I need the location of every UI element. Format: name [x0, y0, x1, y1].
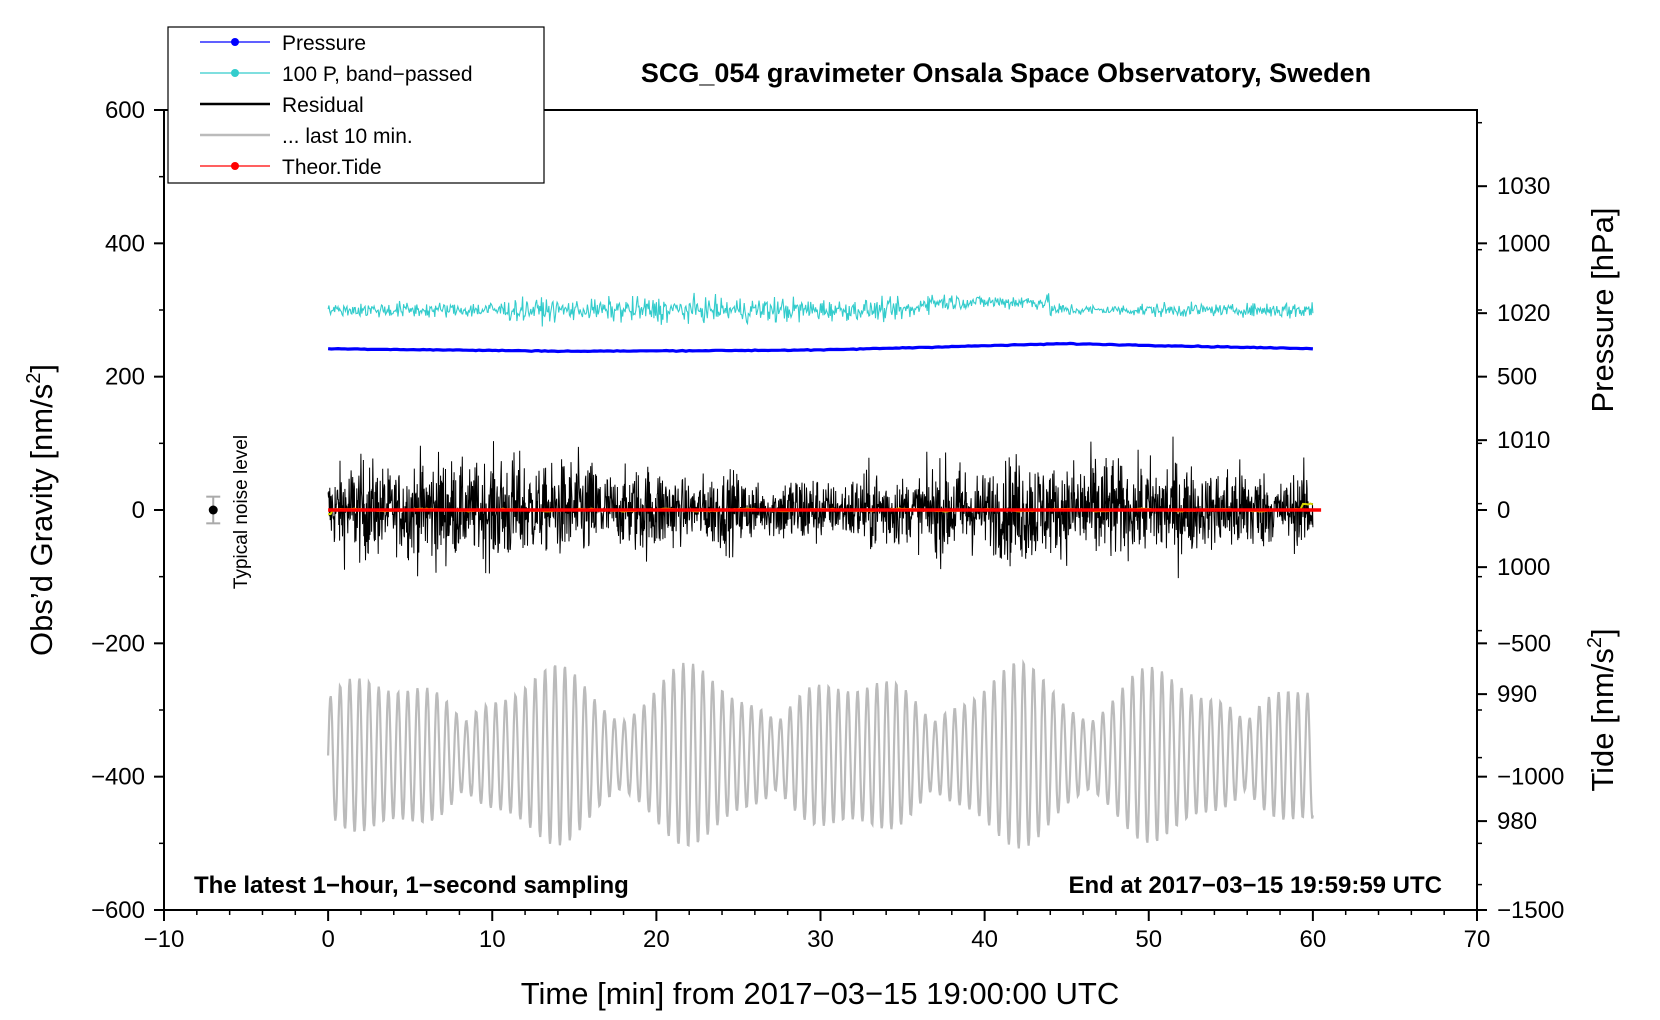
x-tick-label: −10 — [144, 926, 185, 953]
tide-tick-label: 500 — [1497, 364, 1537, 391]
x-tick-label: 0 — [321, 926, 334, 953]
tide-axis-label-close: ] — [1585, 628, 1620, 637]
y-left-tick-label: 200 — [105, 364, 145, 391]
chart-title: SCG_054 gravimeter Onsala Space Observat… — [641, 58, 1371, 88]
x-tick-label: 20 — [643, 926, 670, 953]
legend-label: ... last 10 min. — [282, 125, 413, 148]
x-tick-label: 60 — [1300, 926, 1327, 953]
legend-label: 100 P, band−passed — [282, 63, 473, 86]
annotation-end-time: End at 2017−03−15 19:59:59 UTC — [1068, 872, 1442, 899]
x-tick-label: 40 — [971, 926, 998, 953]
y-left-tick-label: −200 — [91, 630, 145, 657]
x-tick-label: 30 — [807, 926, 834, 953]
series-line-band-passed — [327, 292, 1314, 327]
legend-swatch-dot — [231, 162, 239, 170]
y-left-tick-label: 0 — [132, 497, 145, 524]
legend-swatch-dot — [231, 38, 239, 46]
x-tick-label: 70 — [1464, 926, 1491, 953]
tide-tick-label: −1500 — [1497, 897, 1564, 924]
noise-level-indicator: Typical noise level — [206, 435, 252, 589]
legend: Pressure 100 P, band−passed Residual ... la… — [167, 26, 545, 184]
y-left-axis-label-sup: 2 — [23, 373, 45, 384]
annotation-sampling: The latest 1−hour, 1−second sampling — [194, 872, 629, 899]
y-left-axis-label-main: Obs’d Gravity [nm/s — [24, 384, 59, 656]
tide-axis-label-main: Tide [nm/s — [1585, 648, 1620, 792]
x-tick-label: 50 — [1135, 926, 1162, 953]
x-axis-label: Time [min] from 2017−03−15 19:00:00 UTC — [521, 976, 1120, 1011]
series-layer — [327, 292, 1322, 849]
y-left-tick-label: 600 — [105, 97, 145, 124]
y-left-tick-label: 400 — [105, 230, 145, 257]
legend-label: Pressure — [282, 32, 366, 55]
pressure-axis-label: Pressure [hPa] — [1585, 207, 1620, 412]
x-axis: −10 0 10 20 30 40 50 60 70 — [144, 910, 1491, 953]
x-tick-label: 10 — [479, 926, 506, 953]
noise-point — [208, 505, 218, 515]
y-left-tick-label: −600 — [91, 897, 145, 924]
y-left-axis-label-close: ] — [24, 364, 59, 373]
legend-swatch-dot — [231, 69, 239, 77]
pressure-tick-label: 1030 — [1497, 173, 1550, 200]
pressure-tick-label: 1010 — [1497, 427, 1550, 454]
pressure-tick-label: 1020 — [1497, 300, 1550, 327]
tide-axis: −1500 −1000 −500 0 500 1000 — [1477, 230, 1564, 924]
y-left-axis-label: Obs’d Gravity [nm/s2] — [23, 364, 59, 656]
pressure-tick-label: 980 — [1497, 808, 1537, 835]
tide-axis-label: Tide [nm/s2] — [1584, 628, 1620, 791]
tide-tick-label: −1000 — [1497, 764, 1564, 791]
tide-axis-label-sup: 2 — [1584, 637, 1606, 648]
legend-label: Residual — [282, 94, 364, 117]
pressure-tick-label: 990 — [1497, 681, 1537, 708]
series-line-last-10-min — [327, 658, 1314, 849]
tide-tick-label: 1000 — [1497, 230, 1550, 257]
tide-tick-label: 0 — [1497, 497, 1510, 524]
y-left-tick-label: −400 — [91, 764, 145, 791]
noise-label: Typical noise level — [231, 435, 252, 589]
tide-tick-label: −500 — [1497, 630, 1551, 657]
legend-label: Theor.Tide — [282, 156, 382, 179]
pressure-tick-label: 1000 — [1497, 554, 1550, 581]
series-line-pressure — [327, 341, 1314, 354]
legend-items: Pressure 100 P, band−passed Residual ... la… — [200, 32, 473, 179]
y-left-axis: −600 −400 −200 0 200 400 600 — [91, 97, 164, 924]
